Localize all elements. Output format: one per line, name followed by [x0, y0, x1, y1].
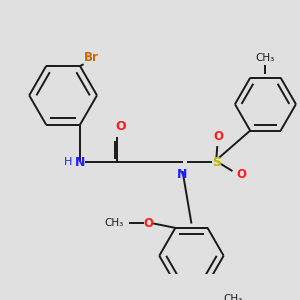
- Text: O: O: [144, 217, 154, 230]
- Text: N: N: [177, 168, 188, 182]
- Text: H: H: [64, 157, 73, 167]
- Text: O: O: [116, 120, 126, 133]
- Text: CH₃: CH₃: [256, 53, 275, 63]
- Text: Br: Br: [84, 51, 98, 64]
- Text: O: O: [236, 168, 246, 181]
- Text: N: N: [75, 156, 85, 169]
- Text: O: O: [213, 130, 223, 142]
- Text: CH₃: CH₃: [104, 218, 124, 228]
- Text: CH₃: CH₃: [224, 294, 243, 300]
- Text: S: S: [212, 156, 221, 169]
